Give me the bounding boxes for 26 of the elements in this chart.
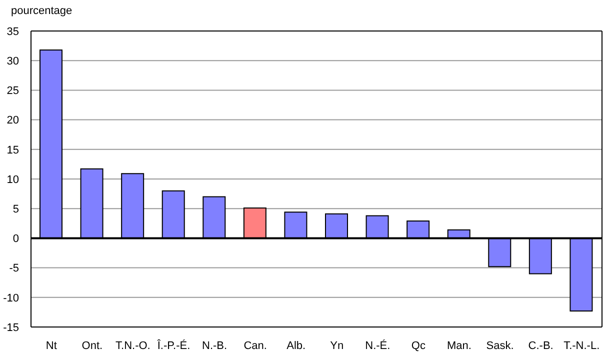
- x-tick-label: Man.: [447, 340, 472, 352]
- x-tick-label: Can.: [244, 340, 267, 352]
- y-tick-label: 5: [12, 204, 19, 216]
- y-axis-title: pourcentage: [11, 5, 72, 17]
- x-tick-label: N.-É.: [365, 338, 390, 352]
- x-tick-label: Nt: [46, 340, 57, 352]
- x-tick-label: Alb.: [286, 340, 306, 352]
- y-tick-label: -15: [3, 322, 19, 334]
- y-tick-label: 0: [12, 233, 19, 246]
- x-tick-label: Ont.: [82, 340, 103, 352]
- x-tick-label: N.-B.: [202, 340, 228, 352]
- y-tick-label: -5: [9, 262, 19, 275]
- y-tick-label: 10: [6, 174, 19, 186]
- x-tick-label: Qc: [411, 340, 426, 352]
- x-tick-label: Sask.: [486, 340, 514, 352]
- x-tick-label: Yn: [330, 340, 344, 352]
- y-tick-label: 25: [6, 85, 19, 98]
- y-tick-label: 35: [6, 26, 19, 38]
- x-tick-label: C.-B.: [528, 340, 554, 352]
- x-tick-label: T.N.-O.: [116, 340, 150, 352]
- x-tick-label: Î.-P.-É.: [156, 338, 190, 352]
- y-tick-label: 30: [6, 56, 19, 68]
- y-tick-label: -10: [3, 292, 19, 304]
- x-tick-label: T.-N.-L.: [564, 340, 600, 352]
- y-tick-label: 20: [6, 114, 19, 127]
- y-tick-label: 15: [6, 144, 19, 156]
